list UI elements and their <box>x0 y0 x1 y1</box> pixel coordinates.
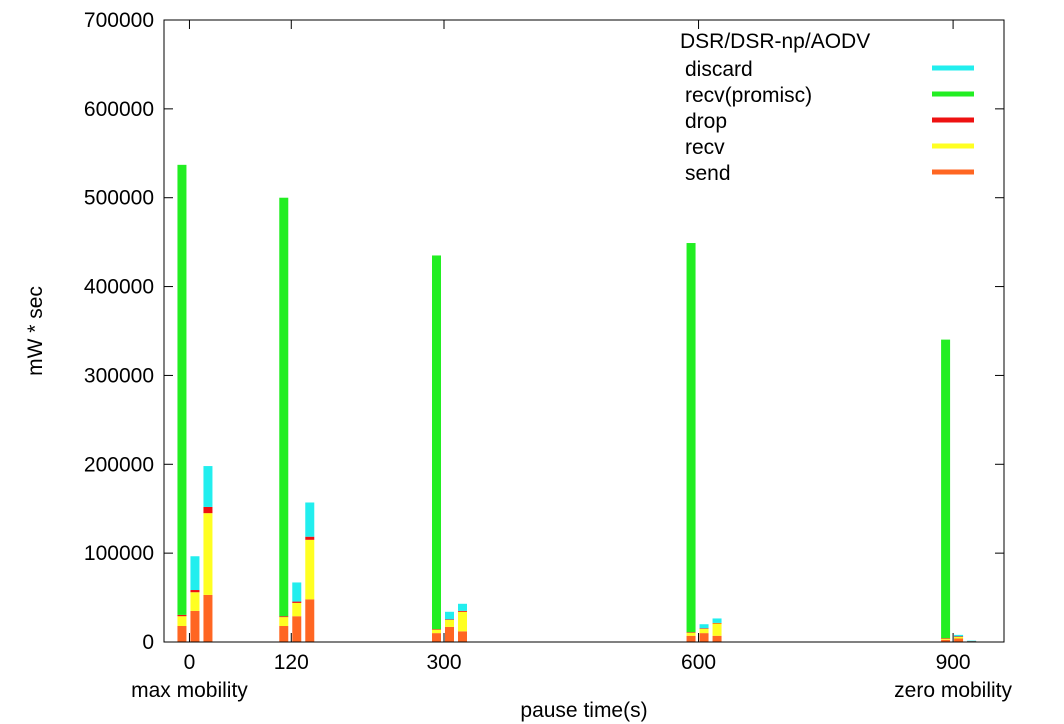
legend-label-recv-promisc: recv(promisc) <box>685 84 812 107</box>
bar-dsr-np-900-recv <box>954 636 964 639</box>
legend-label-recv: recv <box>685 136 725 159</box>
bar-dsr-np-600-send <box>699 633 709 642</box>
bar-aodv-600-drop <box>712 622 722 624</box>
bar-aodv-0-drop <box>203 506 213 514</box>
bar-dsr-np-900-send <box>954 638 964 642</box>
legend-label-send: send <box>685 162 731 185</box>
bar-dsr-np-0-recv <box>190 592 200 611</box>
bar-dsr-np-300-send <box>445 626 454 642</box>
bar-dsr-120-send <box>279 626 289 642</box>
x-sublabel: zero mobility <box>894 679 1012 702</box>
bar-dsr-np-900-discard <box>954 634 964 637</box>
bar-aodv-300-send <box>458 631 467 642</box>
bar-dsr-np-0-drop <box>190 590 200 593</box>
bars-layer <box>177 164 977 643</box>
x-tick-label: 600 <box>681 651 716 674</box>
bar-aodv-120-discard <box>305 502 315 537</box>
x-sublabel: max mobility <box>131 679 248 702</box>
y-tick-label: 600000 <box>84 98 154 121</box>
bar-dsr-300-recv-promisc <box>432 255 441 630</box>
bar-aodv-900-discard <box>967 640 977 642</box>
y-tick-label: 200000 <box>84 453 154 476</box>
x-tick-label: 300 <box>426 651 461 674</box>
legend: DSR/DSR-np/AODV discard recv(promisc) drop… <box>680 30 974 185</box>
y-tick-label: 500000 <box>84 187 154 210</box>
bar-dsr-600-recv <box>686 632 696 636</box>
legend-title: DSR/DSR-np/AODV <box>680 30 870 53</box>
bar-dsr-np-120-recv <box>292 602 302 617</box>
bar-dsr-600-send <box>686 635 696 642</box>
bar-dsr-900-recv-promisc <box>941 339 951 639</box>
bar-dsr-0-recv <box>177 616 187 627</box>
bar-dsr-0-recv-promisc <box>177 164 187 615</box>
bar-dsr-300-send <box>432 633 441 642</box>
bar-dsr-900-recv <box>941 638 951 640</box>
y-tick-label: 700000 <box>84 9 154 32</box>
bar-aodv-600-discard <box>712 618 722 623</box>
bar-dsr-300-drop <box>432 629 441 630</box>
bar-dsr-0-send <box>177 626 187 642</box>
ticks-layer: 0 100000 200000 300000 400000 500000 600000 700… <box>84 9 1013 702</box>
bar-aodv-300-recv <box>458 611 467 632</box>
bar-aodv-600-recv <box>712 623 722 636</box>
bar-dsr-120-recv-promisc <box>279 197 289 617</box>
bar-aodv-900-drop <box>967 641 977 642</box>
bar-aodv-0-discard <box>203 466 213 507</box>
bar-dsr-600-drop <box>686 632 696 633</box>
x-tick-label: 900 <box>936 651 971 674</box>
bar-dsr-0-drop <box>177 614 187 617</box>
x-axis-label: pause time(s) <box>520 699 647 722</box>
bar-aodv-0-send <box>203 594 213 642</box>
y-tick-label: 400000 <box>84 276 154 299</box>
legend-label-drop: drop <box>685 110 727 133</box>
bar-dsr-np-900-drop <box>954 636 964 638</box>
plot-frame <box>163 19 1005 643</box>
bar-dsr-120-recv <box>279 617 289 627</box>
bar-dsr-np-600-recv <box>699 628 709 634</box>
y-tick-label: 0 <box>142 631 154 654</box>
bar-dsr-np-0-send <box>190 610 200 642</box>
x-tick-label: 120 <box>274 651 309 674</box>
bar-dsr-np-300-recv <box>445 619 454 627</box>
y-tick-label: 100000 <box>84 542 154 565</box>
bar-dsr-np-0-discard <box>190 556 200 591</box>
bar-dsr-300-recv <box>432 629 441 634</box>
bar-aodv-300-drop <box>458 610 467 612</box>
bar-aodv-120-drop <box>305 536 315 540</box>
bar-dsr-600-recv-promisc <box>686 243 696 633</box>
x-tick-label: 0 <box>184 651 196 674</box>
bar-dsr-120-drop <box>279 616 289 618</box>
legend-label-discard: discard <box>685 58 753 81</box>
y-tick-label: 300000 <box>84 364 154 387</box>
bar-dsr-900-send <box>941 639 951 642</box>
bar-aodv-0-recv <box>203 513 213 595</box>
bar-dsr-np-600-discard <box>699 624 709 629</box>
bar-aodv-120-recv <box>305 539 315 600</box>
bar-dsr-np-300-drop <box>445 619 454 620</box>
bar-aodv-300-discard <box>458 603 467 611</box>
bar-dsr-np-600-drop <box>699 628 709 629</box>
y-axis-label: mW * sec <box>24 286 47 376</box>
bar-aodv-120-send <box>305 599 315 642</box>
bar-dsr-np-120-discard <box>292 582 302 602</box>
bar-dsr-np-300-discard <box>445 611 454 620</box>
bar-dsr-np-120-drop <box>292 601 302 603</box>
bar-dsr-900-drop <box>941 638 951 639</box>
bar-dsr-np-120-send <box>292 616 302 642</box>
bar-aodv-600-send <box>712 635 722 642</box>
